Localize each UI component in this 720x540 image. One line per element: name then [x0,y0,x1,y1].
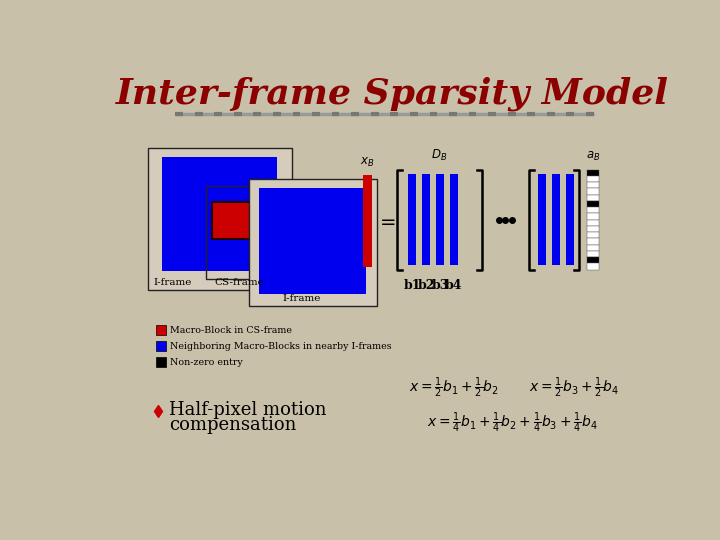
Bar [538,174,546,265]
Text: b4: b4 [445,279,463,292]
Bar [587,232,599,238]
Bar [206,186,300,279]
Text: $x = \frac{1}{4}b_1 + \frac{1}{4}b_2 + \frac{1}{4}b_3 + \frac{1}{4}b_4$: $x = \frac{1}{4}b_1 + \frac{1}{4}b_2 + \… [427,411,598,435]
Bar [587,207,599,213]
Text: $x = \frac{1}{2}b_3 + \frac{1}{2}b_4$: $x = \frac{1}{2}b_3 + \frac{1}{2}b_4$ [529,376,619,400]
Bar [449,174,458,265]
Text: CS-frame: CS-frame [214,278,264,287]
Bar [162,157,276,271]
Text: b1: b1 [403,279,420,292]
Bar [587,201,599,207]
Bar [587,220,599,226]
Text: compensation: compensation [169,416,297,434]
Text: b2: b2 [417,279,435,292]
Bar [587,245,599,251]
Bar [587,176,599,182]
Text: $x_B$: $x_B$ [360,156,374,168]
Bar [436,174,444,265]
Bar [156,341,166,351]
Bar [587,226,599,232]
Bar [156,325,166,335]
Text: $x = \frac{1}{2}b_1 + \frac{1}{2}b_2$: $x = \frac{1}{2}b_1 + \frac{1}{2}b_2$ [409,376,499,400]
Text: Non-zero entry: Non-zero entry [170,358,243,367]
Bar [249,179,377,306]
Bar [566,174,575,265]
Bar [587,251,599,257]
Bar [148,148,292,291]
Bar [212,202,250,239]
Bar [587,264,599,269]
Bar [552,174,560,265]
Text: $=$: $=$ [376,212,396,230]
Bar [156,357,166,367]
Bar [587,213,599,220]
Text: Inter-frame Sparsity Model: Inter-frame Sparsity Model [116,77,669,111]
Bar [587,257,599,264]
Bar [422,174,431,265]
Bar [587,238,599,245]
Bar [408,174,416,265]
Text: Macro-Block in CS-frame: Macro-Block in CS-frame [170,326,292,335]
Text: Half-pixel motion: Half-pixel motion [169,401,327,418]
Bar [587,194,599,201]
Text: Neighboring Macro-Blocks in nearby I-frames: Neighboring Macro-Blocks in nearby I-fra… [170,342,392,351]
Bar [587,182,599,188]
Text: b3: b3 [431,279,449,292]
Text: I-frame: I-frame [153,278,192,287]
Bar [587,170,599,176]
Text: $a_B$: $a_B$ [586,150,600,163]
Bar [259,188,366,294]
Bar [363,175,372,267]
Text: I-frame: I-frame [282,294,320,303]
Text: $D_B$: $D_B$ [431,147,448,163]
Bar [587,188,599,194]
